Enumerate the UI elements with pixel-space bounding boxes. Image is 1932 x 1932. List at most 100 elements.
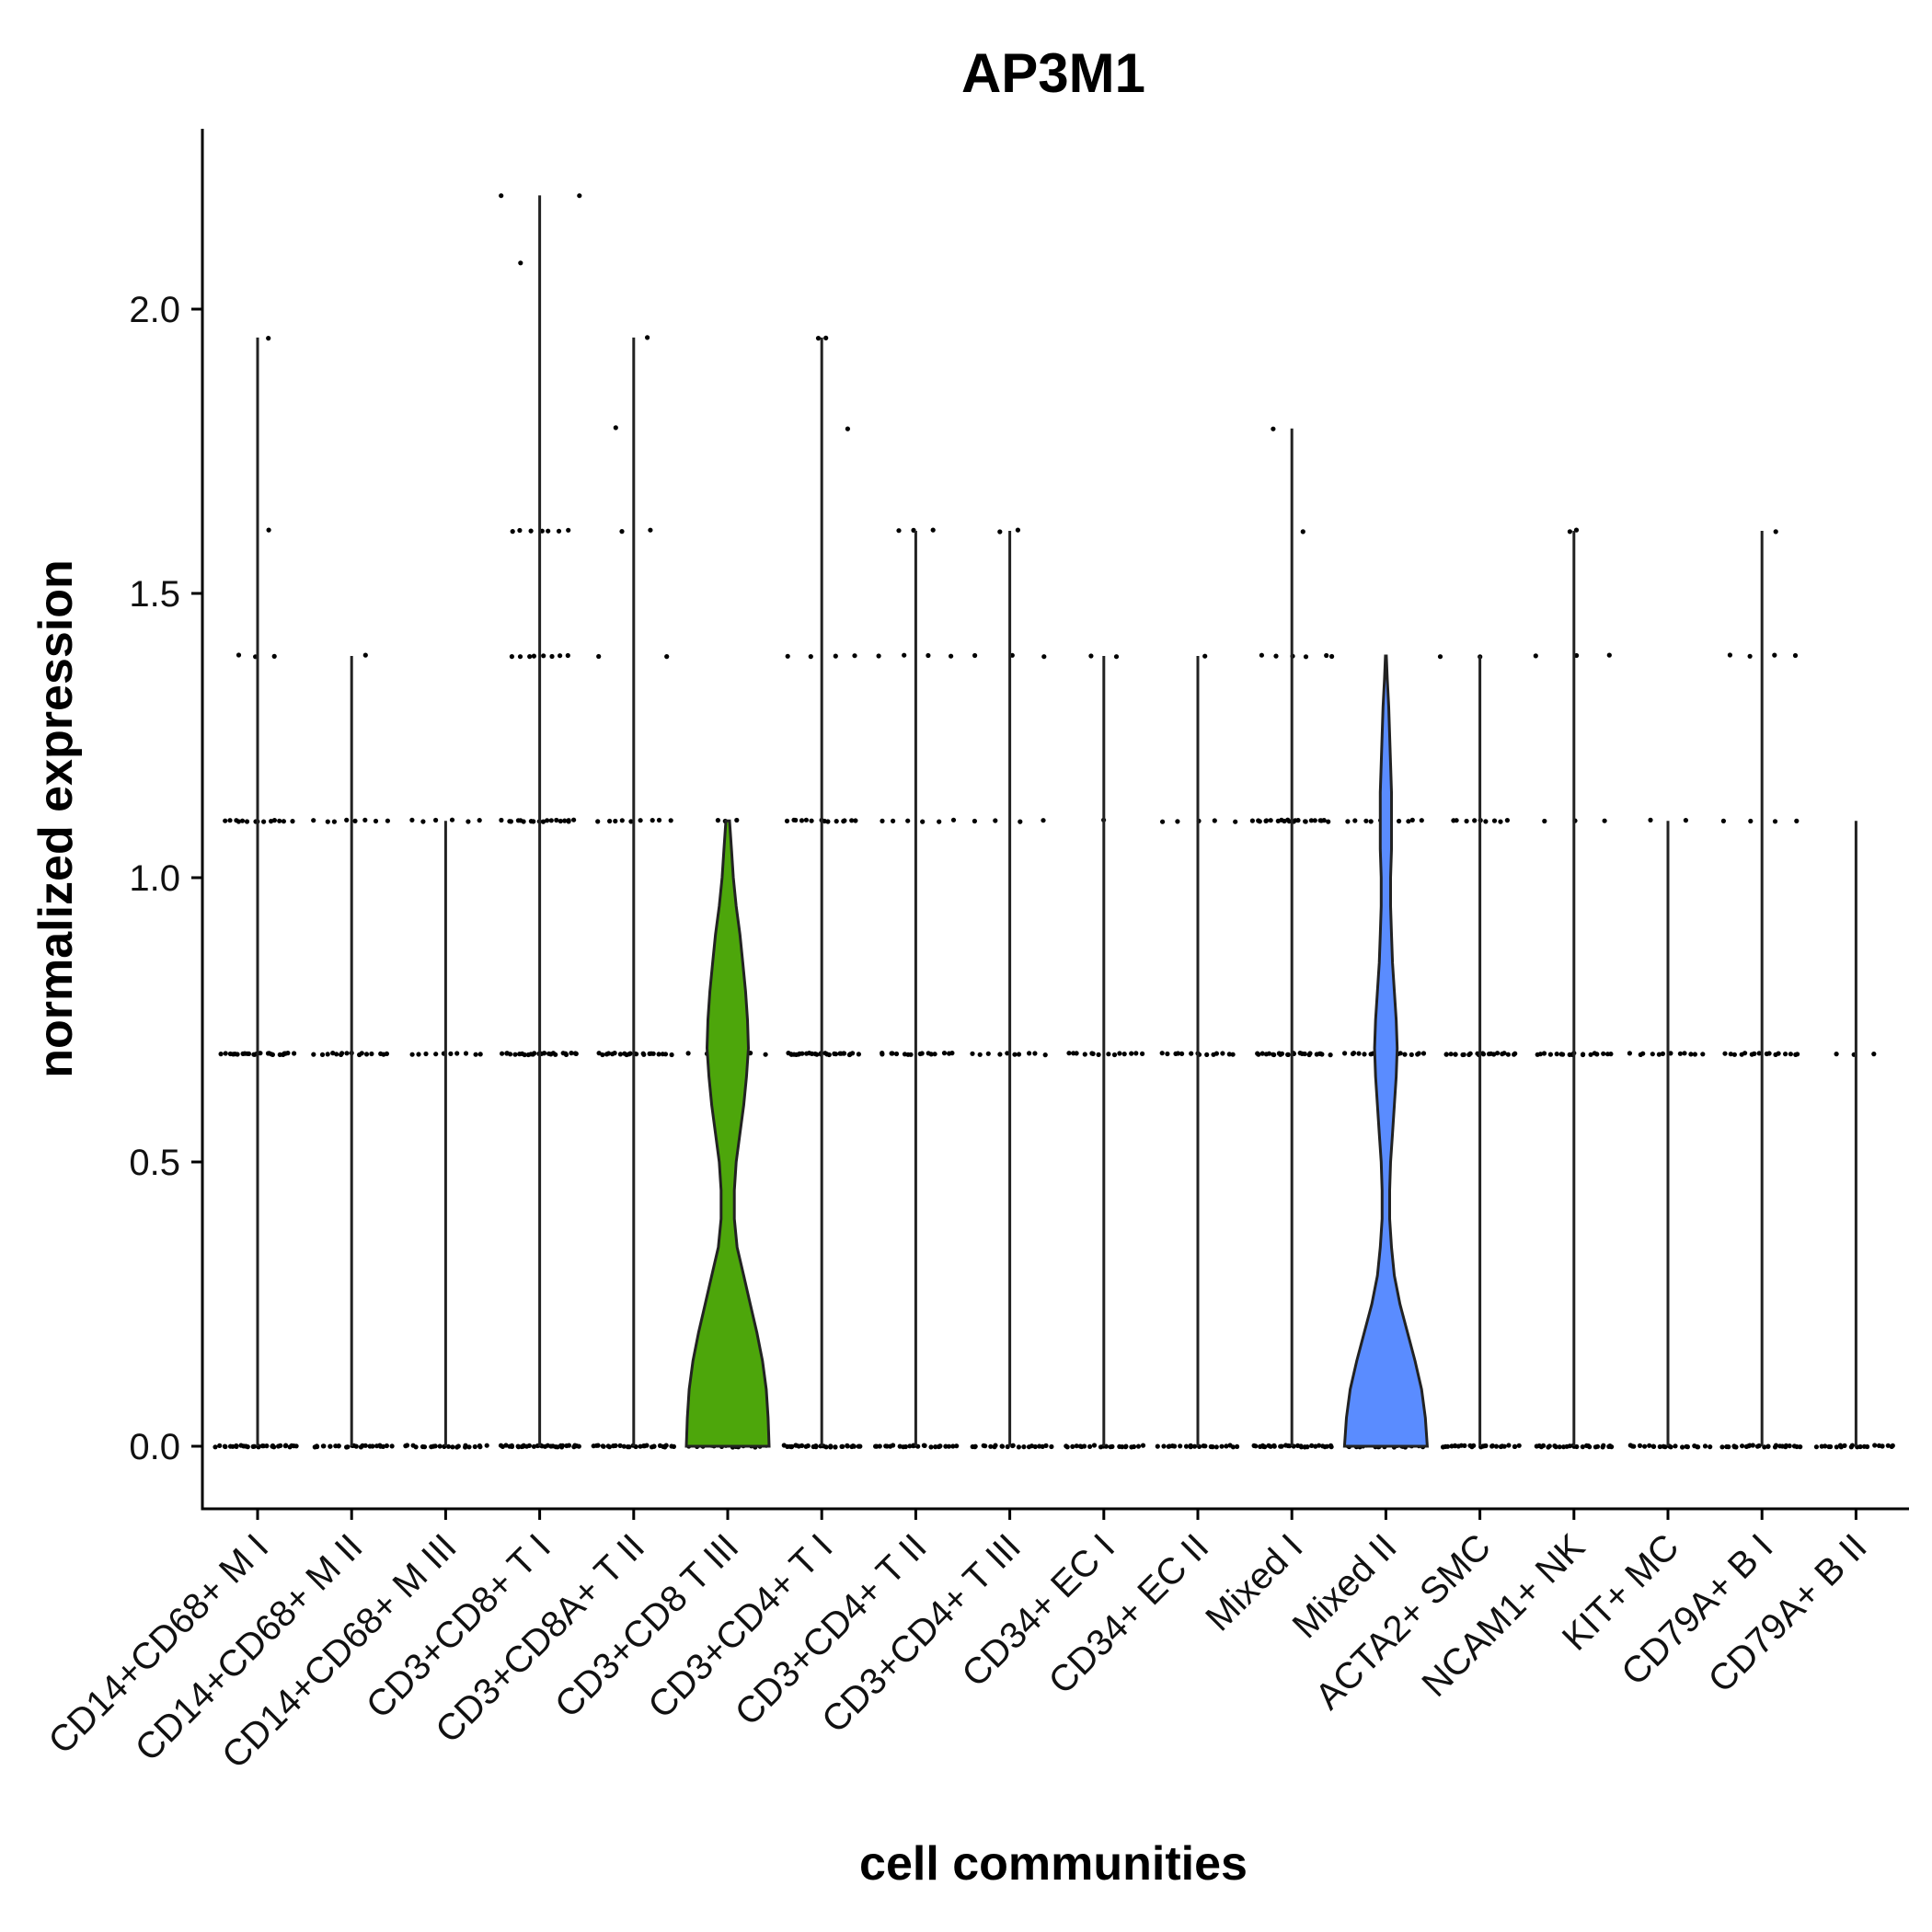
data-point	[526, 1443, 533, 1448]
data-point	[509, 654, 515, 660]
data-point	[832, 1051, 837, 1056]
data-point	[251, 1443, 257, 1449]
data-point	[1074, 1051, 1079, 1056]
data-point	[1263, 818, 1269, 824]
violin-shape	[1342, 654, 1430, 1448]
data-point	[1798, 1444, 1803, 1450]
data-point	[970, 1051, 975, 1056]
data-point	[1828, 1443, 1834, 1450]
data-point	[1321, 818, 1327, 823]
data-point	[541, 653, 546, 659]
data-point	[812, 1051, 818, 1057]
data-point	[808, 654, 813, 660]
data-point	[1188, 1444, 1193, 1450]
data-point	[799, 1051, 805, 1056]
data-point	[1235, 1443, 1240, 1449]
data-point	[450, 1444, 455, 1450]
data-point	[1467, 1051, 1473, 1056]
data-point	[1041, 818, 1046, 823]
data-point	[328, 1443, 333, 1449]
data-points	[213, 193, 1895, 1450]
data-point	[1328, 1052, 1333, 1058]
data-point	[613, 818, 618, 824]
data-point	[1834, 1052, 1839, 1057]
data-point	[842, 818, 847, 823]
chart-title: AP3M1	[961, 42, 1145, 104]
data-point	[1486, 1052, 1492, 1057]
data-point	[563, 1052, 569, 1057]
data-point	[1066, 1051, 1072, 1056]
data-point	[271, 818, 277, 823]
data-point	[1823, 1443, 1828, 1449]
data-point	[1506, 1443, 1512, 1448]
data-point	[880, 1052, 885, 1057]
data-point	[928, 1444, 934, 1450]
data-point	[1120, 1444, 1125, 1450]
data-point	[1268, 818, 1273, 823]
data-point	[433, 1052, 439, 1057]
data-point	[236, 652, 242, 658]
data-point	[600, 1052, 605, 1058]
data-point	[463, 1443, 468, 1448]
data-point	[1064, 1444, 1070, 1450]
data-point	[1356, 1051, 1362, 1056]
data-point	[339, 1051, 345, 1056]
data-point	[1286, 819, 1292, 824]
data-point	[1650, 1443, 1656, 1449]
data-point	[1259, 1051, 1265, 1056]
data-point	[1471, 1443, 1477, 1448]
data-point	[650, 1051, 656, 1056]
data-point	[277, 818, 282, 823]
data-point	[1416, 1051, 1421, 1056]
data-point	[826, 1052, 832, 1058]
data-point	[627, 1051, 633, 1056]
data-point	[891, 1443, 896, 1448]
data-point	[1722, 1051, 1728, 1056]
data-point	[650, 818, 655, 823]
data-point	[1049, 1443, 1054, 1450]
data-point	[1306, 1052, 1312, 1058]
data-point	[565, 652, 570, 659]
data-point	[850, 1443, 856, 1449]
data-point	[1557, 1444, 1562, 1450]
data-point	[1602, 818, 1607, 823]
data-point	[281, 819, 286, 824]
data-point	[218, 1052, 224, 1057]
data-point	[685, 1051, 691, 1056]
data-point	[1175, 819, 1180, 824]
data-point	[1772, 652, 1777, 658]
data-point	[1328, 1444, 1334, 1450]
data-point	[1731, 1052, 1737, 1057]
data-point	[656, 817, 662, 823]
data-point	[285, 1051, 291, 1056]
data-point	[282, 1443, 288, 1449]
data-point	[409, 1052, 415, 1057]
data-point	[613, 425, 618, 431]
data-point	[1726, 1444, 1731, 1450]
data-point	[359, 1051, 364, 1056]
data-point	[950, 1443, 956, 1449]
data-point	[1420, 1051, 1427, 1056]
data-point	[1249, 818, 1255, 823]
data-point	[1747, 653, 1753, 659]
data-point	[235, 1052, 240, 1057]
data-point	[261, 819, 267, 824]
data-point	[1501, 1051, 1507, 1056]
data-point	[1773, 529, 1778, 535]
data-point	[558, 653, 563, 659]
data-point	[972, 652, 978, 659]
data-point	[370, 1443, 375, 1449]
data-point	[385, 818, 390, 823]
data-point	[1419, 818, 1424, 823]
data-point	[380, 1443, 385, 1449]
data-point	[1885, 1443, 1891, 1448]
data-point	[1642, 1443, 1648, 1449]
data-point	[1191, 1443, 1198, 1449]
data-point	[1454, 818, 1459, 823]
data-point	[545, 818, 550, 823]
data-point	[449, 817, 455, 822]
data-point	[1740, 1443, 1745, 1449]
data-point	[1498, 819, 1503, 824]
data-point	[907, 1443, 913, 1449]
data-point	[988, 1443, 994, 1449]
